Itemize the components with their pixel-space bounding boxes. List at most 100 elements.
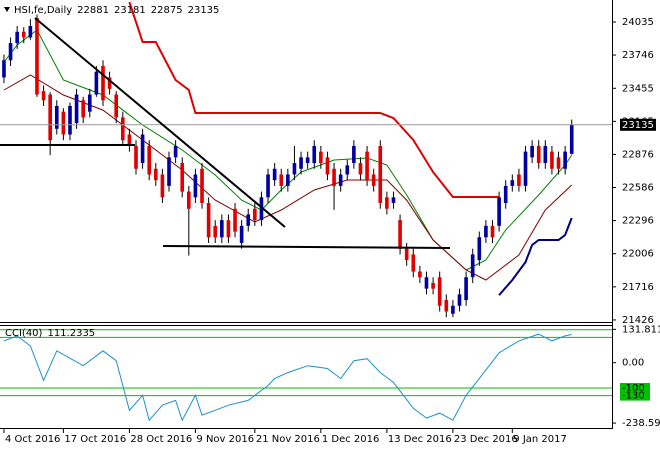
candle-body [437, 277, 442, 306]
x-tick-label: 1 Dec 2016 [322, 434, 380, 445]
y-tick-label: 22006 [622, 249, 654, 260]
candle-body [286, 174, 290, 186]
candle-body [226, 220, 231, 238]
candle-body [266, 174, 270, 198]
level-label: -130 [622, 391, 645, 402]
candle-body [517, 174, 521, 186]
y-tick-label: 23455 [622, 83, 654, 94]
candle-body [404, 248, 409, 261]
candle-body [352, 145, 356, 164]
y-tick-label: 0.00 [622, 358, 644, 369]
candle-body [312, 145, 317, 164]
candle-body [180, 163, 185, 192]
candle-body [15, 31, 19, 44]
line-series [498, 217, 573, 296]
x-tick-label: 9 Nov 2016 [196, 434, 254, 445]
menu-marker [4, 7, 10, 12]
candle-body [48, 94, 52, 141]
support-line [162, 245, 451, 249]
candle-body [272, 168, 277, 181]
candle-body [246, 214, 251, 226]
candle-body [563, 151, 567, 169]
candle-body [536, 145, 541, 164]
candle-body [358, 163, 363, 175]
ohlc-open: 22881 [77, 5, 109, 16]
candle-body [220, 220, 224, 238]
candle-body [114, 94, 119, 118]
plot-area [0, 1, 612, 422]
y-tick-label: 22876 [622, 149, 654, 160]
candle-body [550, 151, 554, 169]
candle-body [365, 151, 369, 181]
x-tick-label: 13 Dec 2016 [388, 434, 452, 445]
candle-body [325, 157, 330, 175]
candle-body [418, 271, 422, 278]
candle-body [127, 134, 132, 146]
candle-body [378, 145, 383, 204]
candle-body [569, 124, 574, 154]
candle-body [484, 225, 488, 238]
candle-body [107, 77, 112, 89]
indicator-value: 111.2335 [47, 328, 95, 339]
indicator-title: CCI(40) 111.2335 [5, 328, 95, 339]
candle-body [345, 165, 350, 175]
candle-body [239, 225, 244, 243]
line-series [3, 333, 572, 422]
candle-body [87, 94, 92, 112]
candle-body [259, 197, 264, 221]
candle-body [497, 197, 501, 226]
candle-body [292, 163, 297, 175]
x-tick-label: 17 Oct 2016 [64, 434, 126, 445]
candle-body [338, 174, 343, 186]
ohlc-low: 22875 [151, 5, 183, 16]
candle-body [556, 157, 561, 169]
candle-body [391, 197, 396, 204]
y-tick-label: 22296 [622, 216, 654, 227]
level-label-box [620, 383, 650, 394]
ohlc-close: 23135 [188, 5, 220, 16]
current-price-label: 23135 [622, 120, 654, 131]
y-tick-label: 131.8119 [622, 324, 660, 335]
candle-body [200, 168, 204, 204]
y-tick-label: -238.593 [622, 418, 660, 429]
candle-body [451, 305, 455, 314]
indicator-name: CCI(40) [5, 328, 43, 339]
y-tick-label: 24035 [622, 17, 654, 28]
candle-body [464, 277, 468, 301]
candle-body [68, 105, 72, 135]
line-series [128, 1, 500, 198]
candle-body [371, 174, 376, 186]
candle-body [160, 174, 165, 198]
candle-body [8, 43, 13, 61]
candle-body [187, 191, 191, 209]
candle-body [305, 157, 310, 164]
candle-body [54, 105, 59, 129]
candle-body [470, 254, 475, 278]
candle-body [279, 174, 284, 186]
candle-body [173, 145, 178, 158]
candle-body [490, 225, 495, 238]
chart-title: HSI,fe,Daily 22881 23181 22875 23135 [14, 5, 219, 16]
candle-body [332, 168, 336, 186]
candle-body [299, 157, 303, 169]
y-tick-label: 22586 [622, 182, 654, 193]
candle-body [523, 151, 528, 186]
candle-body [385, 197, 389, 209]
candle-body [81, 100, 85, 118]
candle-body [35, 18, 39, 95]
candle-body [319, 151, 323, 164]
candle-body [2, 60, 6, 78]
candle-body [543, 145, 548, 164]
ohlc-high: 23181 [114, 5, 146, 16]
level-label: -100 [622, 383, 645, 394]
candle-body [94, 71, 99, 95]
y-tick-label: 21426 [622, 315, 654, 326]
candle-body [510, 180, 515, 186]
candle-body [530, 145, 534, 158]
y-tick-label: 21716 [622, 282, 654, 293]
candle-body [213, 225, 218, 238]
x-tick-label: 4 Oct 2016 [5, 434, 60, 445]
candle-body [120, 117, 125, 141]
candle-body [431, 282, 435, 289]
